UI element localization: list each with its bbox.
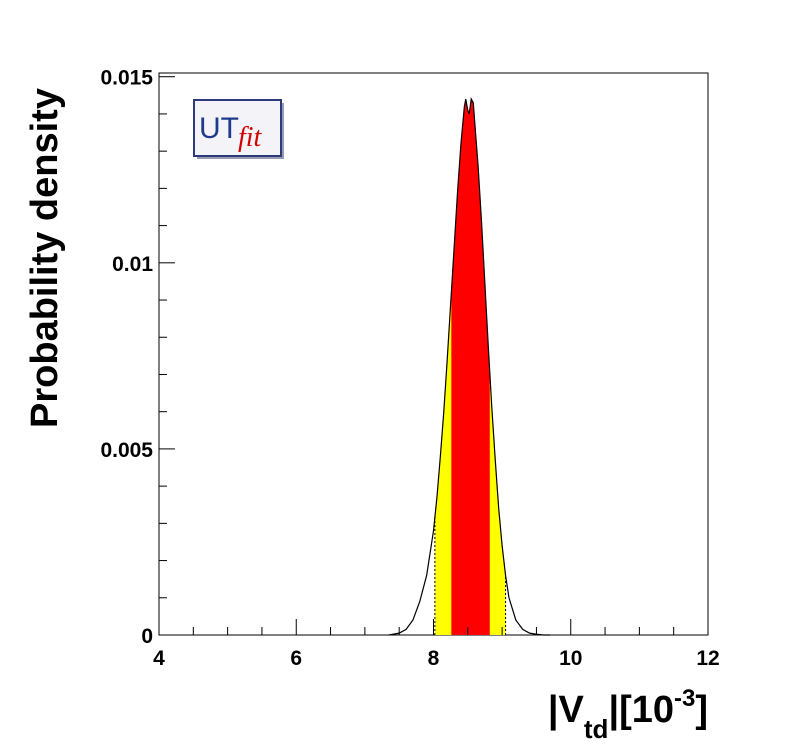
x-title-open: |V <box>548 689 585 731</box>
x-tick-label: 8 <box>428 647 440 670</box>
utfit-logo: UT fit <box>193 99 284 159</box>
logo-box <box>193 99 282 157</box>
confidence-regions <box>434 99 507 635</box>
y-tick-label: 0.015 <box>100 67 153 90</box>
x-title-sub: td <box>584 714 609 744</box>
x-tick-label: 6 <box>290 647 302 670</box>
axis-ticks <box>158 76 709 636</box>
curve-layer <box>388 97 551 636</box>
x-tick-label: 12 <box>696 647 719 670</box>
y-tick-label: 0.01 <box>112 253 153 276</box>
logo-text-script: fit <box>238 122 263 153</box>
x-title-sup: -3 <box>674 685 695 712</box>
y-axis-title: Probability density <box>24 88 66 428</box>
region-68-fill <box>451 99 490 635</box>
logo-text-main: UT <box>199 112 239 145</box>
y-tick-label: 0 <box>141 625 153 648</box>
y-tick-label: 0.005 <box>100 439 153 462</box>
x-axis-title: |Vtd|[10-3] <box>548 685 708 744</box>
axis-tick-labels: 4 6 8 10 12 0 0.005 0.01 0.015 <box>100 67 719 670</box>
x-tick-label: 4 <box>153 647 165 670</box>
x-tick-label: 10 <box>559 647 582 670</box>
density-curve <box>388 97 551 636</box>
x-title-close: ] <box>695 689 708 731</box>
x-title-mid: |[10 <box>608 689 674 731</box>
